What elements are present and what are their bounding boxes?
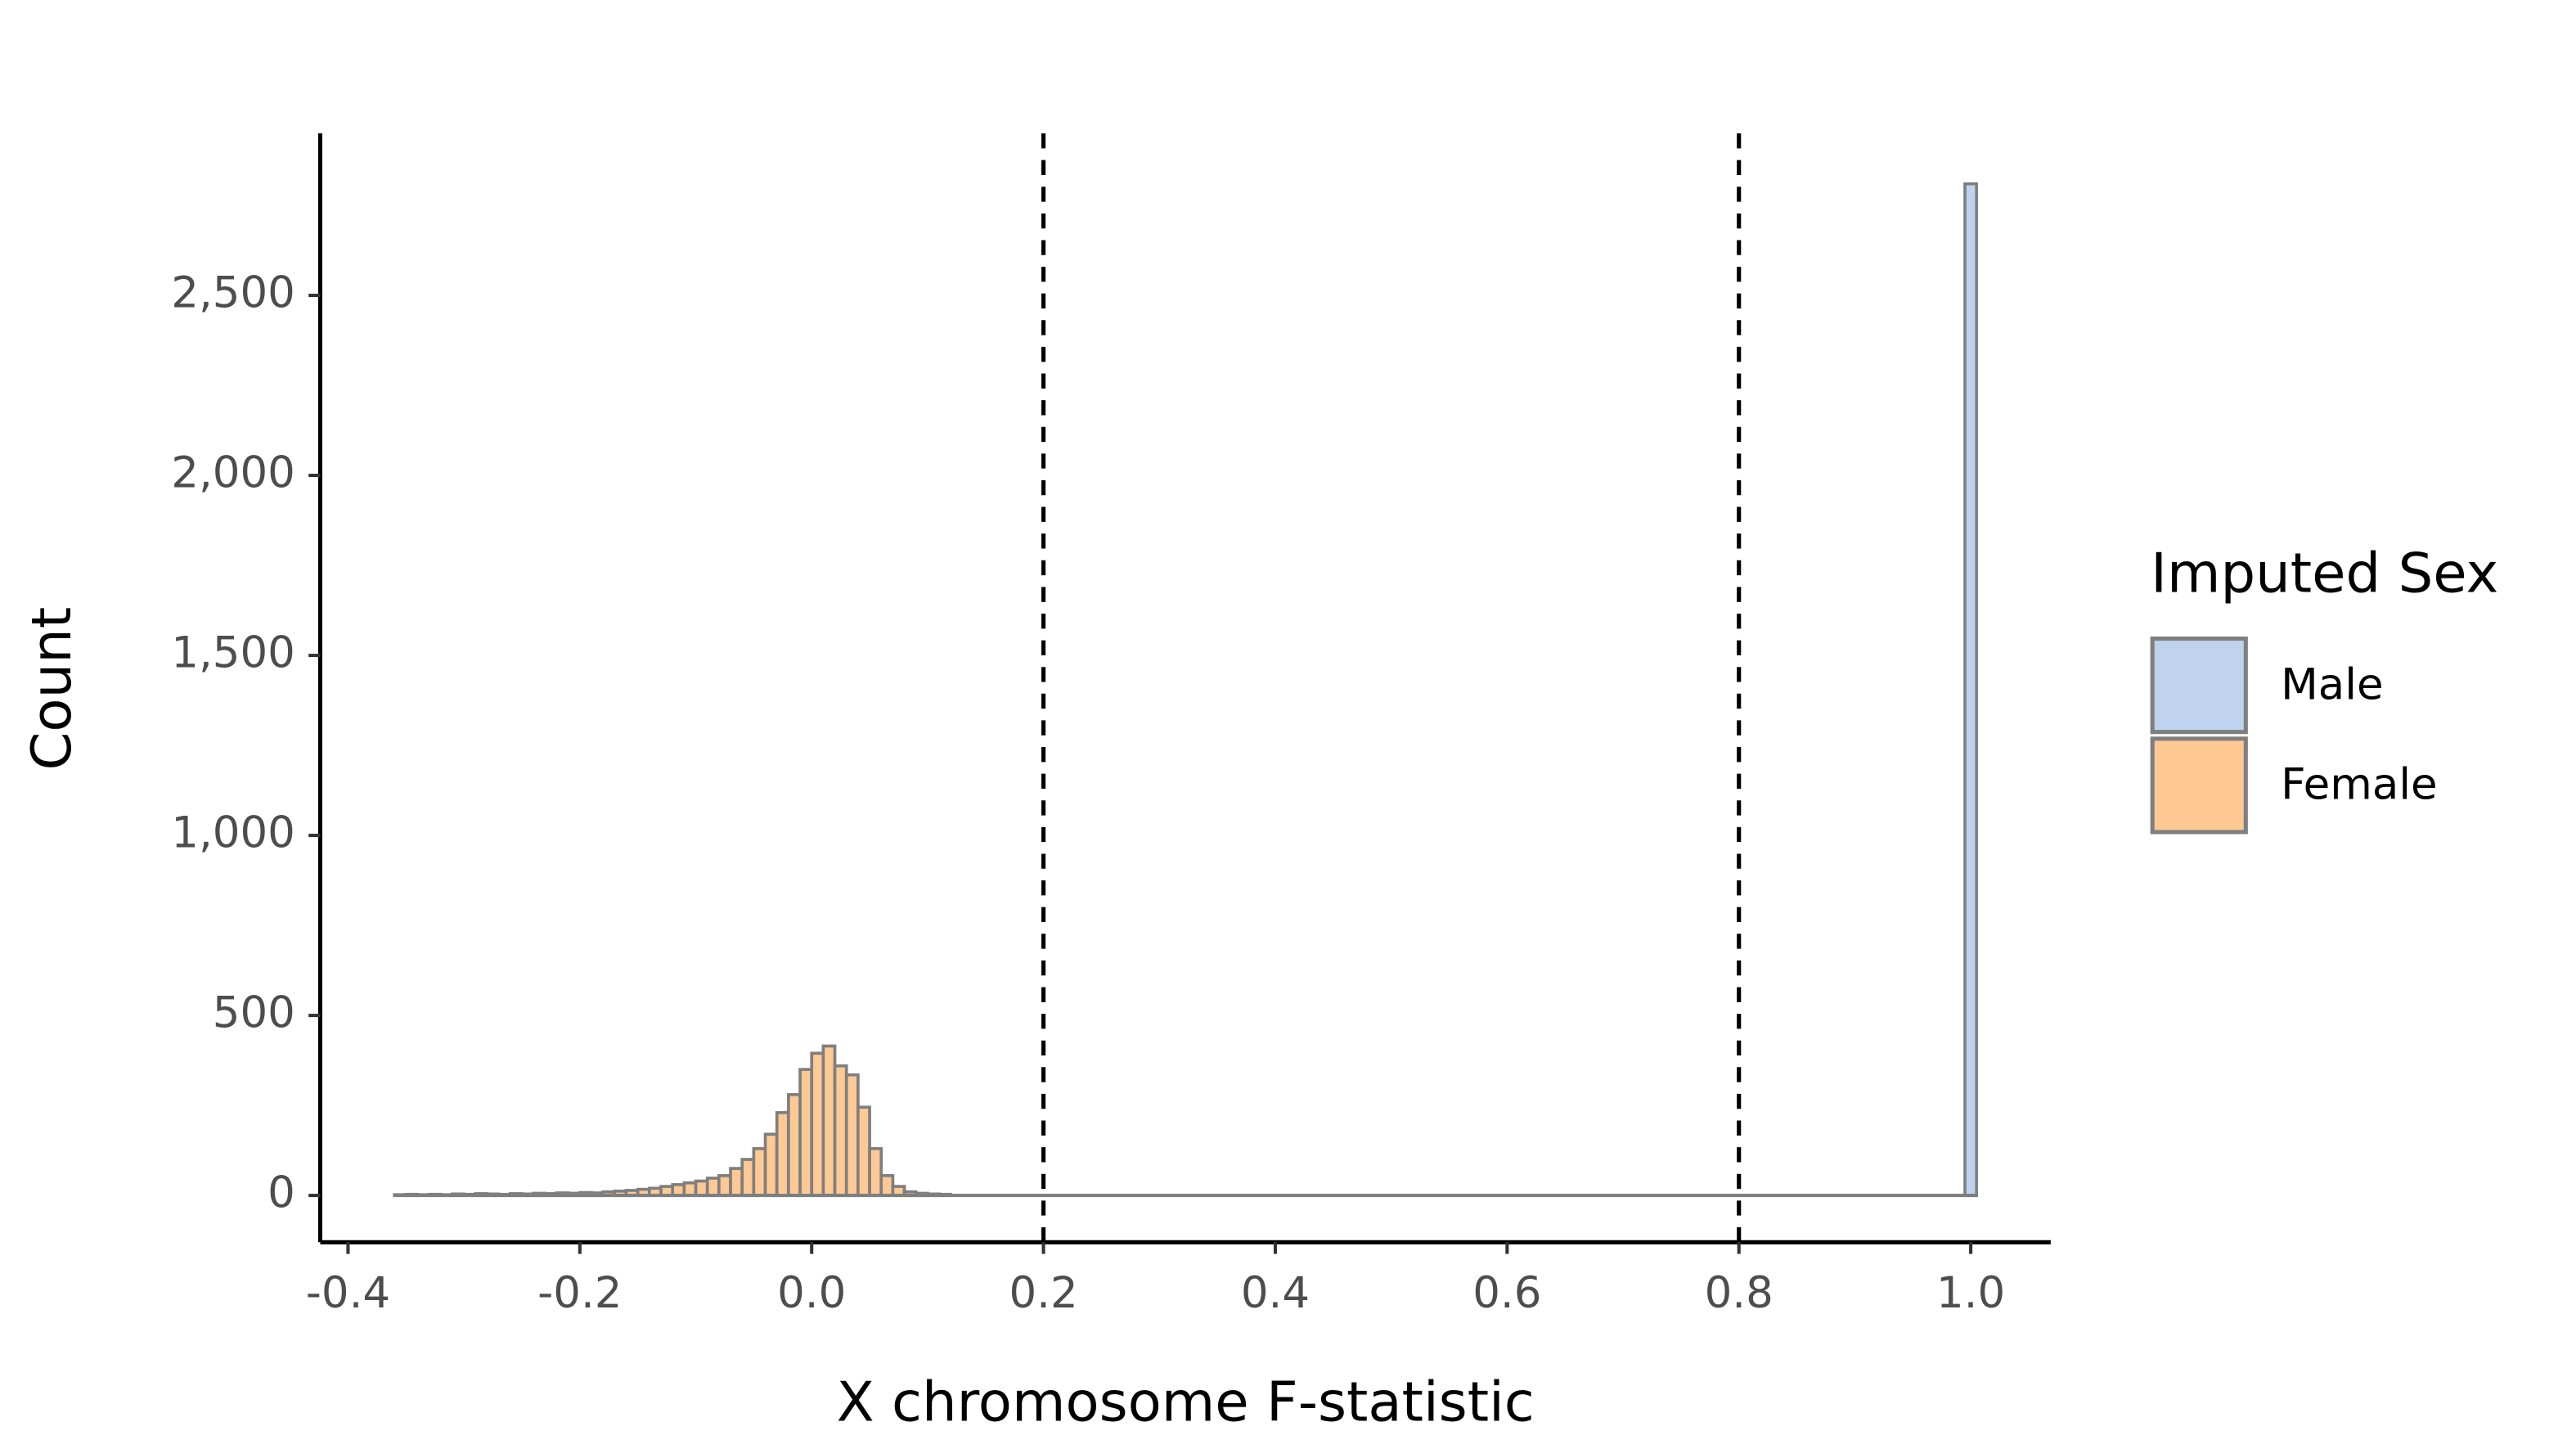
- y-tick-label: 1,000: [171, 808, 295, 858]
- y-tick-label: 500: [213, 988, 295, 1038]
- y-axis-title: Count: [20, 607, 83, 771]
- x-axis-title: X chromosome F-statistic: [837, 1370, 1535, 1434]
- histogram-bar: [682, 1181, 698, 1197]
- legend-swatch: [2150, 736, 2248, 835]
- y-tick-label: 0: [267, 1168, 295, 1218]
- histogram-bar: [856, 1105, 871, 1197]
- histogram-bar: [775, 1111, 790, 1197]
- histogram-bar: [879, 1174, 895, 1197]
- histogram-bar: [694, 1179, 709, 1197]
- histogram-bar: [705, 1177, 721, 1197]
- legend-swatch: [2150, 636, 2248, 735]
- histogram-bar: [740, 1158, 756, 1197]
- histogram-bar: [868, 1147, 883, 1197]
- histogram-bar: [798, 1068, 814, 1197]
- histogram-bar: [844, 1073, 860, 1197]
- y-tick-label: 2,500: [171, 268, 295, 318]
- histogram-bar: [1963, 182, 1979, 1197]
- x-tick-label: 1.0: [1936, 1268, 2005, 1318]
- histogram-bar: [763, 1132, 779, 1197]
- legend-label: Female: [2281, 760, 2438, 810]
- histogram-bar: [821, 1044, 837, 1197]
- y-tick-label: 1,500: [171, 628, 295, 678]
- histogram-bar: [752, 1147, 767, 1197]
- histogram-bar: [833, 1064, 848, 1197]
- x-tick-label: -0.2: [537, 1268, 622, 1318]
- y-tick-label: 2,000: [171, 448, 295, 498]
- x-tick-label: 0.0: [777, 1268, 846, 1318]
- legend-label: Male: [2281, 659, 2383, 709]
- x-tick-label: 0.4: [1241, 1268, 1310, 1318]
- histogram-bar: [717, 1174, 732, 1197]
- histogram-bar: [729, 1167, 744, 1197]
- legend-title: Imputed Sex: [2151, 542, 2498, 605]
- histogram-bar: [810, 1051, 825, 1197]
- x-tick-label: 0.8: [1705, 1268, 1774, 1318]
- x-tick-label: 0.2: [1009, 1268, 1077, 1318]
- x-tick-label: 0.6: [1472, 1268, 1541, 1318]
- x-tick-label: -0.4: [306, 1268, 390, 1318]
- histogram-bar: [787, 1093, 802, 1197]
